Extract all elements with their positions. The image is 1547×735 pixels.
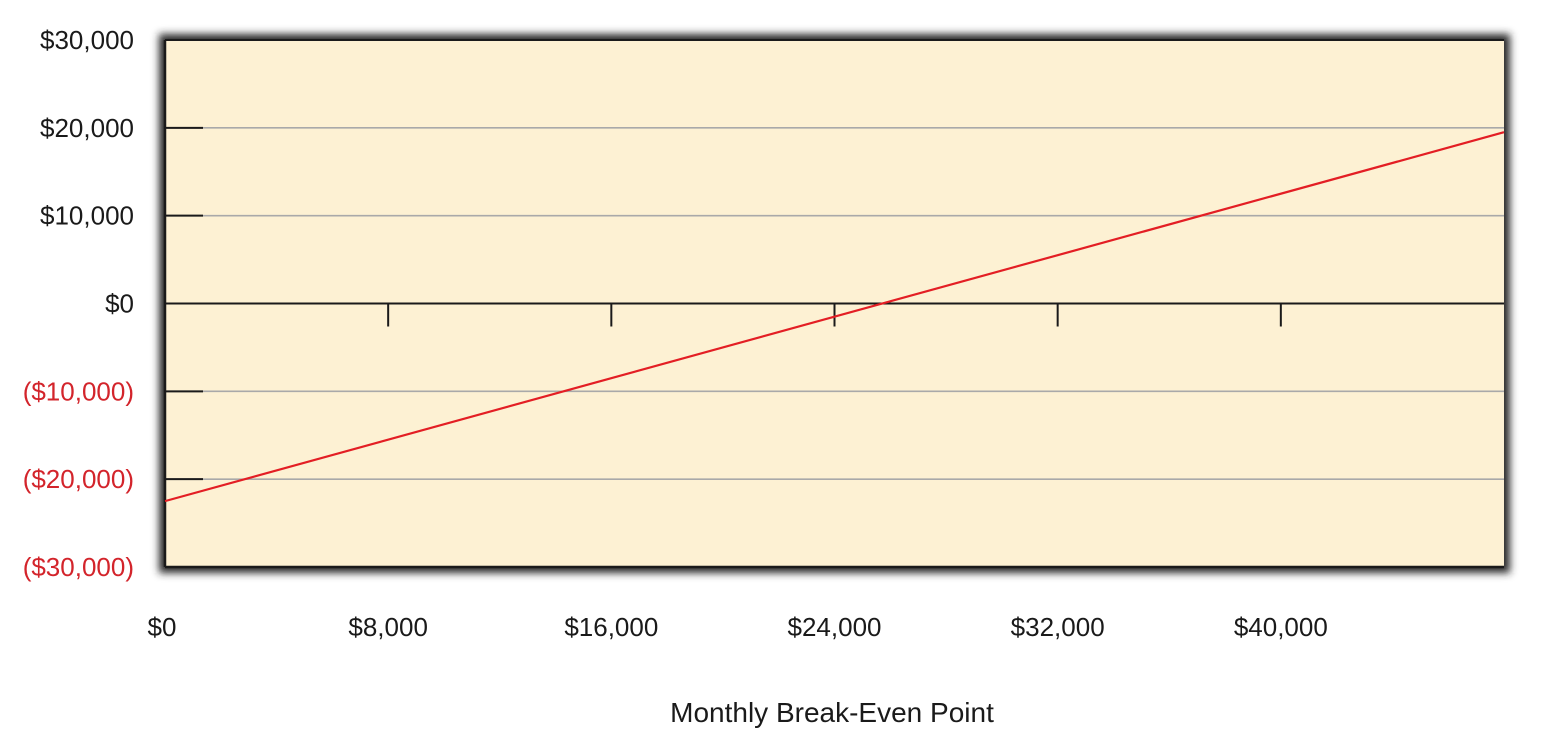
- x-tick-label: $0: [148, 612, 177, 642]
- y-tick-label: $0: [105, 289, 134, 319]
- break-even-line: [164, 131, 1505, 503]
- x-axis-title: Monthly Break-Even Point: [670, 697, 994, 728]
- x-tick-label: $24,000: [788, 612, 882, 642]
- x-tick-label: $40,000: [1234, 612, 1328, 642]
- y-tick-label: ($30,000): [23, 552, 134, 582]
- y-tick-label: $20,000: [40, 113, 134, 143]
- y-tick-label: ($20,000): [23, 464, 134, 494]
- x-tick-label: $32,000: [1011, 612, 1105, 642]
- x-tick-label: $16,000: [564, 612, 658, 642]
- y-tick-label: ($10,000): [23, 376, 134, 406]
- x-tick-label: $8,000: [348, 612, 428, 642]
- y-tick-label: $10,000: [40, 201, 134, 231]
- y-tick-label: $30,000: [40, 25, 134, 55]
